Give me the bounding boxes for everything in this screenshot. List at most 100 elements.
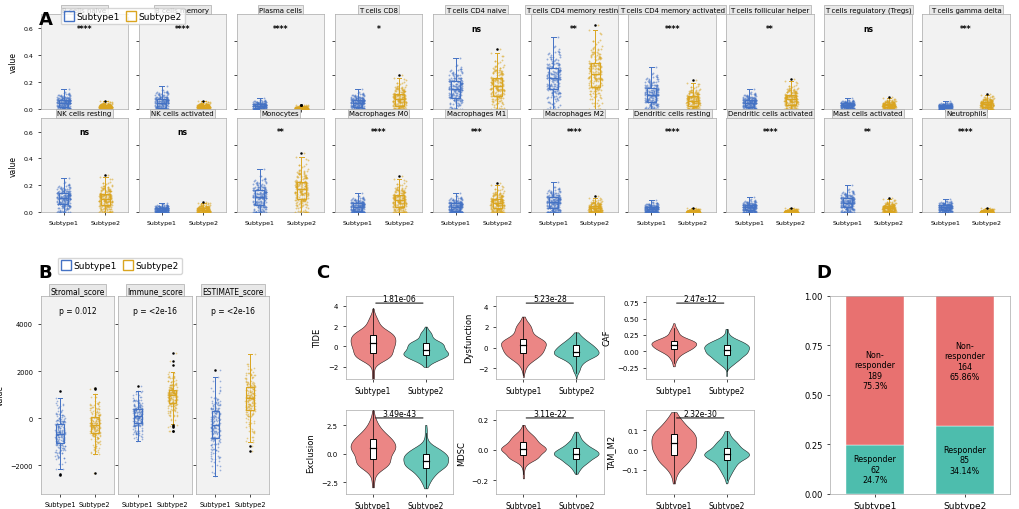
Point <box>449 67 466 75</box>
Point <box>49 100 65 108</box>
Point <box>201 202 217 210</box>
Point <box>547 200 564 208</box>
Point <box>483 201 499 209</box>
Point <box>256 105 272 114</box>
Point <box>842 101 858 109</box>
Point <box>155 89 171 97</box>
Point <box>975 94 991 102</box>
Point <box>583 209 599 217</box>
Point <box>394 189 411 197</box>
Point <box>93 100 109 108</box>
Point <box>943 102 959 110</box>
Point <box>292 190 309 198</box>
Point <box>166 395 182 404</box>
Point <box>56 417 72 425</box>
Point <box>166 389 182 397</box>
Point <box>353 201 369 209</box>
Point <box>483 195 499 204</box>
Point <box>163 383 179 391</box>
Point <box>834 199 850 207</box>
Point <box>747 202 763 210</box>
Point <box>256 209 272 217</box>
Point <box>590 60 606 68</box>
Point <box>883 204 900 212</box>
Point <box>158 94 174 102</box>
Point <box>937 209 954 217</box>
Point <box>290 103 307 111</box>
Point <box>153 204 169 212</box>
Point <box>551 93 568 101</box>
Point <box>148 205 164 213</box>
Point <box>879 209 896 217</box>
Point <box>784 209 800 217</box>
Point <box>89 433 105 441</box>
Point <box>974 207 990 215</box>
Point <box>981 207 998 215</box>
Point <box>485 205 501 213</box>
Point <box>354 201 370 209</box>
Point <box>246 419 262 428</box>
Point <box>56 204 72 212</box>
Point <box>125 396 142 404</box>
Point <box>90 409 106 417</box>
Point <box>745 200 761 208</box>
Point <box>200 200 216 208</box>
Point <box>353 204 369 212</box>
Point <box>191 100 207 108</box>
Point <box>190 209 206 217</box>
Point <box>593 206 609 214</box>
Point <box>298 175 314 183</box>
Point <box>165 381 181 389</box>
Point <box>445 105 462 113</box>
Point <box>298 209 314 217</box>
Text: p = 0.012: p = 0.012 <box>58 306 96 315</box>
Point <box>930 202 947 210</box>
Point <box>61 98 77 106</box>
Point <box>639 209 655 217</box>
Point <box>636 203 652 211</box>
Point <box>787 92 803 100</box>
Point <box>943 203 959 211</box>
Point <box>837 201 853 209</box>
Point <box>586 75 602 83</box>
Point <box>940 104 956 112</box>
Point <box>877 98 894 106</box>
Point <box>647 105 663 114</box>
Point <box>158 97 174 105</box>
Point <box>444 70 461 78</box>
Point <box>150 208 166 216</box>
Point <box>942 203 958 211</box>
Point <box>484 88 500 96</box>
Point <box>256 202 272 210</box>
Point <box>96 102 112 110</box>
Point <box>739 200 755 208</box>
Point <box>56 429 72 437</box>
Point <box>782 207 798 215</box>
Point <box>396 105 413 114</box>
Point <box>646 208 662 216</box>
Point <box>251 194 267 203</box>
Point <box>131 398 148 406</box>
Point <box>167 404 183 412</box>
Point <box>447 209 464 217</box>
Point <box>937 197 954 206</box>
Point <box>684 209 700 217</box>
Point <box>788 93 804 101</box>
Point <box>201 101 217 109</box>
Point <box>202 100 218 108</box>
Point <box>973 100 989 108</box>
Point <box>879 103 896 111</box>
Point <box>548 206 565 214</box>
Point <box>245 380 261 388</box>
Point <box>127 430 144 438</box>
Point <box>843 104 859 112</box>
Point <box>355 95 371 103</box>
Point <box>683 99 699 107</box>
Point <box>745 96 761 104</box>
Point <box>247 103 263 111</box>
Point <box>743 204 759 212</box>
Point <box>92 197 108 205</box>
Point <box>786 208 802 216</box>
Point <box>643 205 659 213</box>
Point <box>983 105 1000 114</box>
